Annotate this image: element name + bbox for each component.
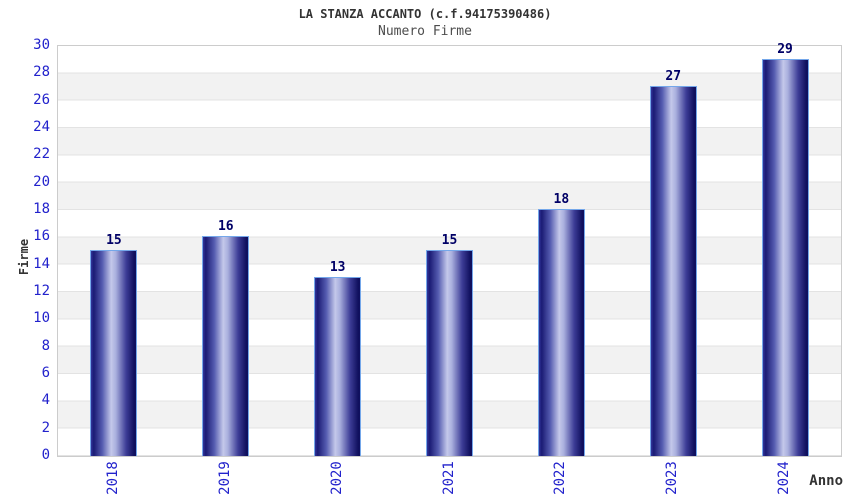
y-tick-label: 30 [33, 37, 50, 53]
x-tick-label: 2019 [216, 461, 233, 495]
bar-value-label: 15 [441, 233, 458, 248]
y-tick-label: 16 [33, 228, 50, 245]
bar-2018 [90, 250, 138, 456]
y-tick-label: 8 [41, 337, 50, 354]
bar-2021 [426, 250, 473, 456]
y-tick-label: 22 [33, 146, 50, 163]
x-tick-label: 2022 [552, 461, 569, 495]
bar-value-label: 15 [106, 233, 122, 248]
bar-2020 [314, 277, 362, 456]
chart-title: LA STANZA ACCANTO (c.f.94175390486) [298, 7, 552, 21]
bar-value-label: 18 [553, 192, 570, 207]
y-tick-label: 2 [41, 419, 50, 436]
x-tick-label: 2023 [664, 461, 681, 495]
y-tick-label: 14 [33, 255, 50, 272]
y-tick-label: 18 [33, 201, 50, 217]
y-tick-label: 24 [33, 119, 50, 135]
bar-value-label: 16 [217, 219, 234, 235]
y-tick-label: 26 [33, 91, 50, 108]
x-axis-title: Anno [809, 473, 843, 489]
plot-area: 15 16 13 15 18 27 29 [57, 41, 842, 457]
bar-2023 [649, 86, 697, 456]
bar-value-label: 29 [777, 41, 793, 57]
bar-value-label: 27 [665, 69, 682, 84]
x-tick-label: 2024 [776, 461, 793, 495]
x-tick-label: 2020 [328, 461, 345, 495]
y-tick-label: 20 [33, 173, 50, 190]
bar-2022 [537, 209, 585, 456]
bar-2019 [202, 236, 250, 456]
bar-value-label: 13 [329, 260, 346, 276]
y-tick-label: 28 [33, 64, 50, 81]
bar-2024 [761, 58, 809, 456]
y-tick-label: 0 [41, 447, 50, 463]
y-tick-label: 10 [33, 310, 50, 327]
x-tick-label: 2018 [104, 461, 121, 495]
y-tick-label: 6 [41, 365, 50, 381]
y-tick-label: 4 [41, 392, 50, 409]
x-tick-label: 2021 [440, 461, 457, 495]
y-tick-label: 12 [33, 283, 50, 299]
chart-subtitle: Numero Firme [378, 24, 472, 39]
